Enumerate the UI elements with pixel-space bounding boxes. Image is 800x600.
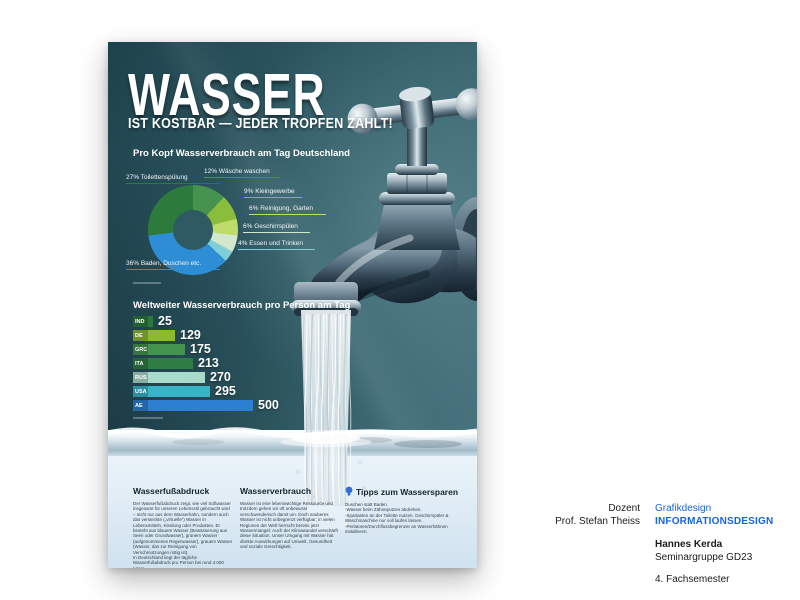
donut-hole bbox=[173, 210, 213, 250]
lecturer-block: Dozent Prof. Stefan Theiss bbox=[518, 502, 640, 586]
bar-fill bbox=[148, 344, 185, 355]
bar-chart: IND 25 DE 129 GRC 175 ITA 213 RUS 270 USA 295 AE 500 bbox=[133, 314, 393, 414]
program-name: Grafikdesign bbox=[655, 503, 712, 514]
poster-subtitle: IST KOSTBAR — JEDER TROPFEN ZÄHLT! bbox=[128, 116, 393, 132]
info-column: Wasserverbrauch Wasser ist eine lebenswi… bbox=[240, 486, 340, 568]
student-block: Grafikdesign INFORMATIONSDESIGN Hannes K… bbox=[655, 502, 773, 586]
bar-fill bbox=[148, 386, 210, 397]
bar-fill bbox=[148, 358, 193, 369]
bar-row: DE 129 bbox=[133, 328, 393, 343]
poster: WASSER IST KOSTBAR — JEDER TROPFEN ZÄHLT… bbox=[108, 42, 477, 568]
bar-row: ITA 213 bbox=[133, 356, 393, 371]
faucet-illustration bbox=[108, 86, 477, 530]
bar-country-code: RUS bbox=[133, 372, 148, 383]
info-columns: Wasserfußabdruck Der Wasserfußabdruck ze… bbox=[133, 486, 465, 568]
column-body: Wasser ist eine lebenswichtige Ressource… bbox=[240, 501, 338, 550]
column-body: Duschen statt Baden. -Wasser beim Zähnep… bbox=[345, 502, 449, 534]
bar-country-code: IND bbox=[133, 316, 148, 327]
column-title: Wasserfußabdruck bbox=[133, 486, 210, 496]
bar-row: RUS 270 bbox=[133, 370, 393, 385]
bar-row: GRC 175 bbox=[133, 342, 393, 357]
bar-value: 175 bbox=[190, 342, 211, 357]
bar-country-code: AE bbox=[133, 400, 148, 411]
column-title: Wasserverbrauch bbox=[240, 486, 312, 496]
bar-value: 129 bbox=[180, 328, 201, 343]
bar-fill bbox=[148, 400, 253, 411]
donut-chart-title: Pro Kopf Wasserverbrauch am Tag Deutschl… bbox=[133, 148, 350, 159]
bar-fill bbox=[148, 372, 205, 383]
bar-value: 270 bbox=[210, 370, 231, 385]
bar-chart-title: Weltweiter Wasserverbrauch pro Person am… bbox=[133, 300, 351, 311]
bar-row: IND 25 bbox=[133, 314, 393, 329]
seminar-group: Seminargruppe GD23 bbox=[655, 552, 753, 563]
bar-value: 500 bbox=[258, 398, 279, 413]
bar-country-code: DE bbox=[133, 330, 148, 341]
source-note bbox=[133, 282, 161, 284]
bar-value: 25 bbox=[158, 314, 172, 329]
bar-value: 295 bbox=[215, 384, 236, 399]
column-title: Tipps zum Wassersparen bbox=[345, 486, 463, 497]
column-title-text: Tipps zum Wassersparen bbox=[356, 486, 459, 497]
lightbulb-icon bbox=[345, 486, 353, 496]
donut-chart bbox=[148, 185, 238, 275]
bar-row: AE 500 bbox=[133, 398, 393, 413]
info-column: Wasserfußabdruck Der Wasserfußabdruck ze… bbox=[133, 486, 233, 568]
bar-fill bbox=[148, 316, 153, 327]
info-column: Tipps zum Wassersparen Duschen statt Bad… bbox=[345, 486, 463, 568]
bar-country-code: ITA bbox=[133, 358, 148, 369]
lecturer-role-label: Dozent bbox=[608, 503, 640, 514]
attribution: Dozent Prof. Stefan Theiss Grafikdesign … bbox=[518, 502, 773, 586]
bar-row: USA 295 bbox=[133, 384, 393, 399]
student-name: Hannes Kerda bbox=[655, 539, 723, 550]
source-note bbox=[133, 417, 163, 419]
program-title: INFORMATIONSDESIGN bbox=[655, 516, 774, 527]
bar-fill bbox=[148, 330, 175, 341]
lecturer-name: Prof. Stefan Theiss bbox=[555, 516, 640, 527]
poster-title: WASSER bbox=[128, 61, 326, 129]
bar-value: 213 bbox=[198, 356, 219, 371]
semester-label: 4. Fachsemester bbox=[655, 574, 730, 585]
bar-country-code: GRC bbox=[133, 344, 148, 355]
column-body: Der Wasserfußabdruck zeigt, wie viel Süß… bbox=[133, 501, 233, 568]
bar-country-code: USA bbox=[133, 386, 148, 397]
water-bottom-area bbox=[108, 456, 477, 568]
